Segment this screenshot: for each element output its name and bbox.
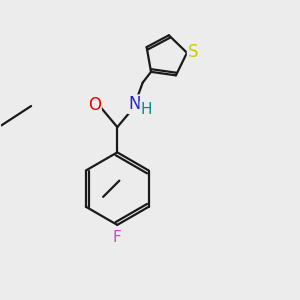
Text: F: F (113, 230, 122, 245)
Text: O: O (88, 96, 101, 114)
Text: N: N (128, 95, 140, 113)
Text: S: S (188, 43, 198, 61)
Text: H: H (140, 102, 152, 117)
